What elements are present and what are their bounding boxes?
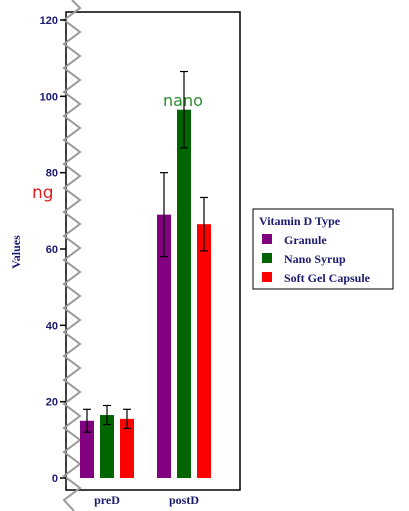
y-axis: 0 20 40 60 80 100 120 (40, 15, 66, 485)
legend: Vitamin D Type Granule Nano Syrup Soft G… (252, 208, 394, 290)
bars-group (80, 109, 211, 479)
bar-postD-soft-gel-capsule (197, 224, 211, 478)
legend-label-granule: Granule (284, 233, 327, 247)
plot-frame (65, 11, 241, 491)
y-axis-label: Values (9, 235, 23, 269)
bar-preD-soft-gel-capsule (120, 418, 134, 478)
x-tick-label-postD: postD (169, 493, 199, 507)
y-tick-label: 40 (46, 320, 58, 332)
y-tick-label: 60 (46, 244, 58, 256)
x-axis: preD postD (94, 493, 199, 507)
axis-break-zigzag (62, 0, 82, 511)
annotation-nano: nano (163, 91, 203, 110)
annotation-ng: ng (32, 183, 54, 203)
legend-box (252, 208, 394, 290)
legend-label-soft-gel-capsule: Soft Gel Capsule (284, 271, 371, 285)
legend-label-nano-syrup: Nano Syrup (284, 252, 346, 266)
bar-preD-nano-syrup (100, 415, 114, 478)
y-tick-label: 100 (40, 91, 58, 103)
y-tick-label: 20 (46, 397, 58, 409)
legend-title: Vitamin D Type (259, 214, 341, 228)
y-tick-label: 80 (46, 168, 58, 180)
legend-swatch-granule (262, 234, 272, 244)
x-tick-label-preD: preD (94, 493, 120, 507)
y-tick-label: 0 (52, 473, 58, 485)
legend-swatch-nano-syrup (262, 253, 272, 263)
bar-preD-granule (80, 420, 94, 478)
bar-postD-nano-syrup (177, 109, 191, 479)
y-tick-label: 120 (40, 15, 58, 27)
bar-postD-granule (157, 214, 171, 478)
error-bars-group (83, 70, 208, 433)
legend-swatch-soft-gel-capsule (262, 272, 272, 282)
